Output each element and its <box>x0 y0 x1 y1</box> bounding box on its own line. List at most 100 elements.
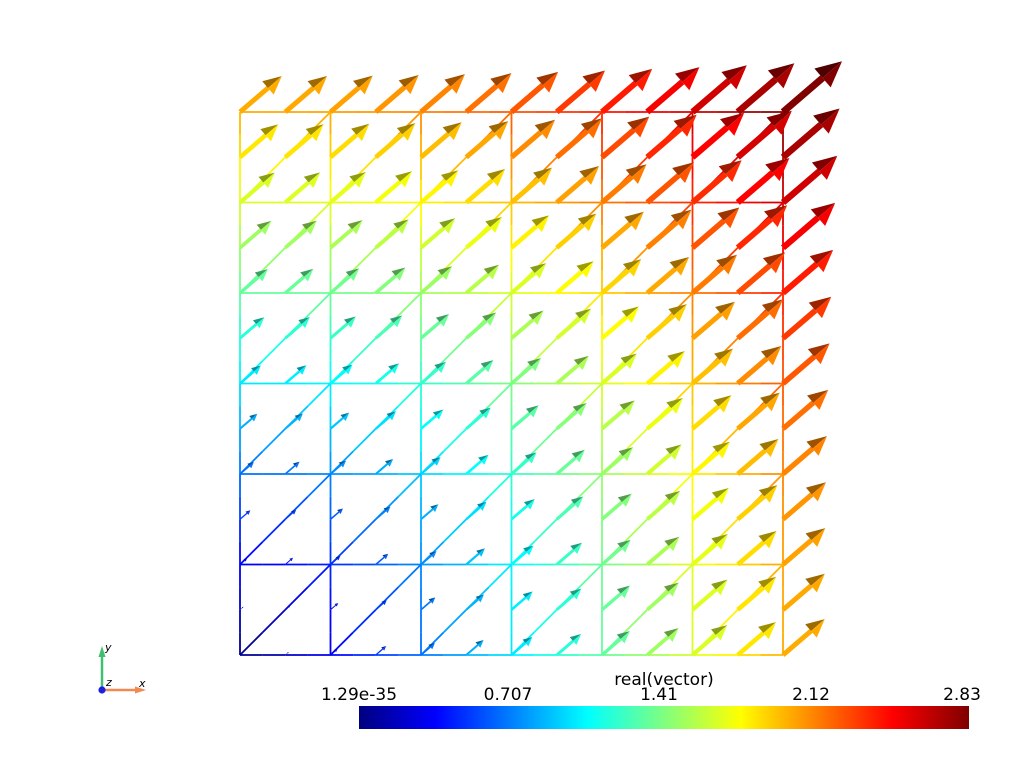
mesh-edge <box>352 609 377 634</box>
arrow-head-shadow <box>758 531 777 543</box>
vector-arrow <box>375 506 391 520</box>
vector-arrow <box>510 405 539 430</box>
arrow-head <box>675 256 690 276</box>
arrow-shaft <box>780 215 820 251</box>
vector-arrow <box>283 172 321 205</box>
arrow-head <box>304 268 314 282</box>
arrow-head-shadow <box>580 118 603 132</box>
arrow-head-shadow <box>340 412 350 418</box>
arrow-head <box>813 389 829 410</box>
arrow-head <box>626 306 639 323</box>
vector-arrow <box>329 460 347 475</box>
arrow-shaft <box>780 122 824 160</box>
arrow-head <box>820 108 840 134</box>
arrow-head <box>446 170 459 187</box>
arrow-shaft <box>284 512 294 520</box>
mesh-edge <box>442 428 467 453</box>
arrow-head <box>578 355 589 371</box>
arrow-head <box>633 116 650 138</box>
arrow-head <box>673 304 687 322</box>
vector-arrow <box>781 343 830 386</box>
vector-arrow <box>600 211 644 250</box>
vector-arrow <box>283 75 328 114</box>
arrow-shaft <box>420 461 435 475</box>
arrow-head <box>358 75 373 95</box>
mesh-edge <box>533 518 558 543</box>
colorbar: real(vector) 1.29e-35 0.707 1.41 2.12 2.… <box>321 670 981 729</box>
arrow-head-shadow <box>396 123 416 135</box>
arrow-head-shadow <box>478 454 489 462</box>
arrow-head <box>682 67 700 91</box>
vector-arrow <box>645 351 685 386</box>
vector-arrow <box>736 485 778 522</box>
arrow-head-shadow <box>525 405 539 414</box>
vector-arrow <box>284 365 307 385</box>
arrow-head <box>297 413 303 422</box>
arrow-head-shadow <box>440 170 459 181</box>
arrow-shaft <box>329 369 347 385</box>
arrow-shaft <box>329 417 344 430</box>
arrow-head <box>477 640 484 648</box>
vector-arrow <box>646 628 679 657</box>
arrow-shaft <box>781 446 815 476</box>
arrow-head-shadow <box>758 485 778 497</box>
arrow-head-shadow <box>353 75 373 88</box>
vector-arrow <box>555 542 583 566</box>
arrow-head <box>715 579 728 596</box>
arrow-head <box>532 310 544 325</box>
arrow-head <box>716 488 729 505</box>
vector-arrow <box>645 209 692 250</box>
arrow-head <box>494 121 509 140</box>
arrow-shaft <box>781 400 816 431</box>
arrow-head <box>385 506 391 514</box>
arrow-head-shadow <box>479 407 491 415</box>
vector-arrow <box>554 118 603 160</box>
arrow-shaft <box>375 556 385 566</box>
arrow-head-shadow <box>247 462 254 466</box>
vector-arrow <box>375 646 387 656</box>
arrow-shaft <box>780 168 822 205</box>
arrow-head <box>490 216 503 233</box>
vector-arrow <box>284 317 310 340</box>
arrow-shaft <box>600 637 622 657</box>
vector-arrow <box>735 110 792 160</box>
arrow-shaft <box>555 410 578 431</box>
arrow-head <box>528 452 537 464</box>
vector-arrow <box>555 634 582 657</box>
arrow-head-shadow <box>621 306 639 317</box>
arrow-head <box>246 510 251 515</box>
arrow-head-shadow <box>673 114 697 129</box>
arrow-head <box>260 220 272 235</box>
arrow-head <box>384 553 389 560</box>
arrow-head-shadow <box>764 205 788 220</box>
arrow-head <box>587 118 603 139</box>
arrow-head <box>383 600 387 606</box>
arrow-shaft <box>781 354 817 386</box>
arrow-head-shadow <box>533 167 553 180</box>
arrow-head-shadow <box>292 461 300 466</box>
arrow-shaft <box>735 217 773 250</box>
mesh-edge <box>533 609 558 634</box>
arrow-head-shadow <box>619 400 635 410</box>
arrow-shaft <box>736 540 766 567</box>
mesh-edge <box>397 382 422 407</box>
arrow-shaft <box>464 272 490 295</box>
arrow-head-shadow <box>672 162 695 176</box>
arrow-head-shadow <box>806 436 827 449</box>
vector-arrow <box>510 499 535 521</box>
arrow-head <box>589 70 606 92</box>
arrow-shaft <box>465 366 486 385</box>
mesh-edge <box>623 518 648 543</box>
arrow-shaft <box>465 460 483 476</box>
arrow-shaft <box>330 650 336 656</box>
arrow-shaft <box>330 604 337 611</box>
arrow-head <box>816 249 834 273</box>
mesh-edge <box>261 247 286 272</box>
arrow-head-shadow <box>251 365 261 372</box>
arrow-shaft <box>375 510 387 520</box>
arrow-shaft <box>509 83 545 115</box>
arrow-head <box>727 112 745 136</box>
vector-arrow <box>555 496 584 521</box>
arrow-head <box>448 122 462 141</box>
